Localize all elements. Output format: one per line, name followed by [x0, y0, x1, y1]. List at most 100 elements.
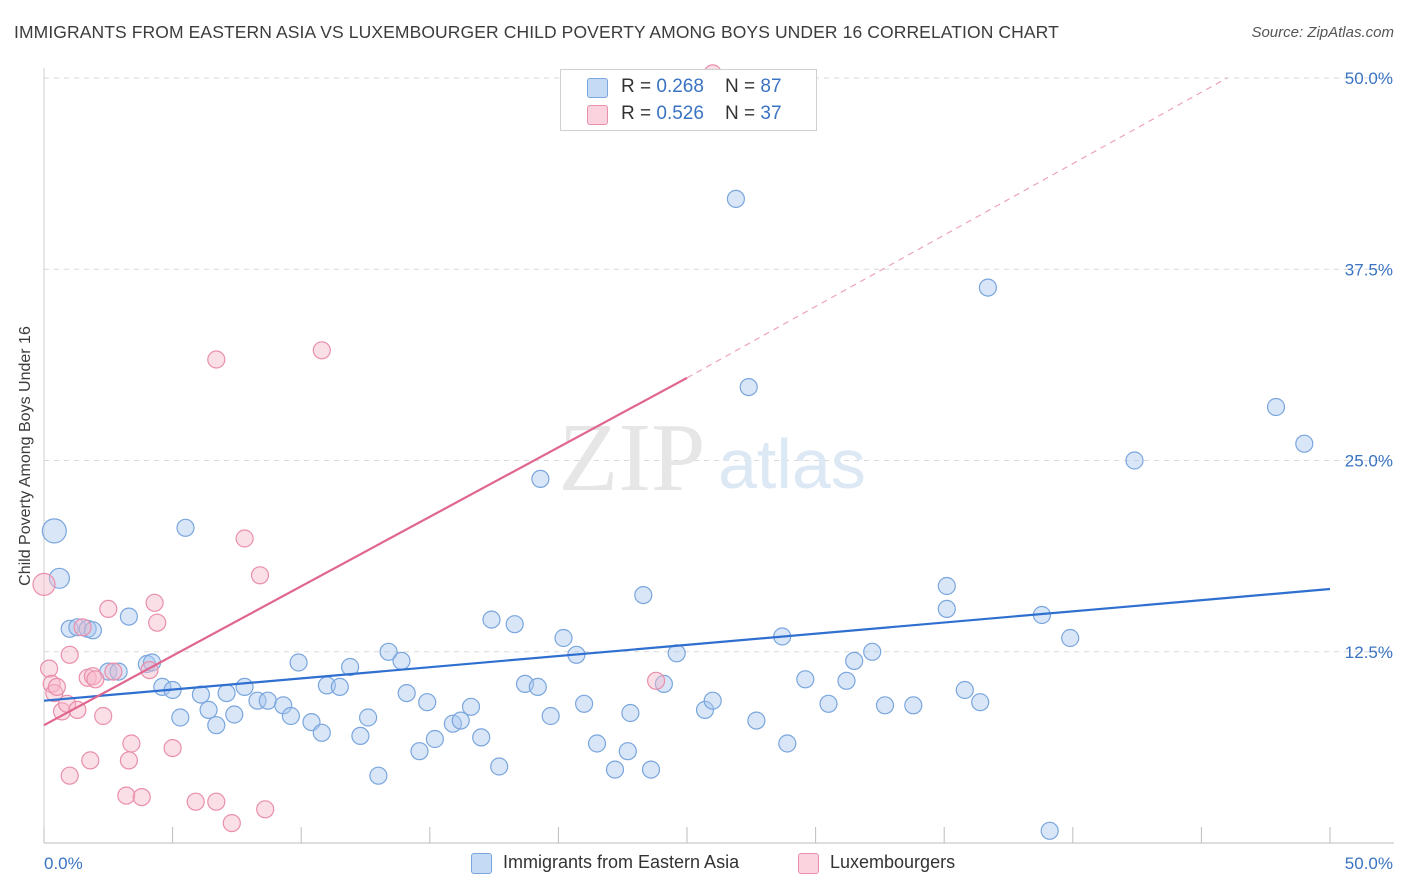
- y-tick-label-1: 25.0%: [1345, 452, 1393, 471]
- luxembourgers-point-17: [104, 662, 123, 681]
- immigrants-point-0: [41, 518, 67, 544]
- luxembourgers-point-26: [186, 792, 205, 811]
- immigrants-point-76: [937, 576, 956, 596]
- luxembourgers-trend-line: [43, 376, 688, 727]
- immigrants-point-82: [1040, 821, 1059, 840]
- luxembourgers-point-19: [119, 751, 138, 770]
- y-axis-title: Child Poverty Among Boys Under 16: [17, 326, 34, 586]
- immigrants-point-42: [461, 697, 481, 716]
- immigrants-point-18: [217, 683, 236, 703]
- series-luxembourgers-points: [32, 64, 722, 833]
- immigrants-point-64: [726, 189, 746, 208]
- immigrants-point-80: [978, 278, 998, 297]
- luxembourgers-point-12: [81, 751, 100, 770]
- legend-n-luxembourgers: 37: [760, 103, 782, 124]
- series-immigrants-points: [41, 189, 1314, 840]
- immigrants-point-68: [778, 734, 797, 753]
- watermark-zip: ZIP: [559, 404, 706, 512]
- luxembourgers-point-16: [99, 599, 118, 619]
- grid-lines: [44, 77, 1394, 653]
- immigrants-point-31: [351, 726, 370, 746]
- luxembourgers-point-10: [73, 618, 92, 637]
- immigrants-point-56: [621, 703, 640, 723]
- immigrants-point-77: [937, 599, 956, 619]
- luxembourgers-point-0: [32, 572, 56, 597]
- immigrants-point-73: [863, 642, 882, 661]
- luxembourgers-point-34: [646, 671, 666, 690]
- legend-n-immigrants: 87: [760, 76, 782, 97]
- immigrants-point-37: [410, 742, 429, 761]
- immigrants-point-74: [875, 696, 895, 715]
- y-axis-title-wrap: Child Poverty Among Boys Under 16: [6, 296, 46, 616]
- legend-r-immigrants: 0.268: [656, 76, 704, 97]
- immigrants-point-16: [199, 700, 218, 720]
- immigrants-point-25: [289, 653, 308, 672]
- immigrants-point-36: [397, 683, 416, 703]
- x-tick-label-min: 0.0%: [44, 854, 83, 873]
- immigrants-point-84: [1125, 451, 1144, 470]
- immigrants-point-17: [207, 716, 226, 735]
- luxembourgers-point-30: [235, 529, 254, 548]
- luxembourgers-point-4: [47, 677, 67, 697]
- immigrants-point-33: [369, 766, 388, 785]
- immigrants-point-34: [379, 642, 398, 661]
- bottom-legend-label-luxembourgers: Luxembourgers: [830, 852, 956, 872]
- luxembourgers-point-20: [122, 734, 141, 753]
- immigrants-point-75: [904, 696, 923, 715]
- immigrants-point-55: [605, 760, 625, 779]
- immigrants-point-72: [845, 651, 864, 671]
- watermark: ZIP atlas: [559, 404, 866, 512]
- immigrants-point-8: [119, 607, 138, 626]
- luxembourgers-point-21: [132, 787, 151, 807]
- luxembourgers-point-15: [94, 706, 113, 726]
- immigrants-point-58: [634, 585, 653, 605]
- y-tick-label-2: 37.5%: [1345, 260, 1393, 279]
- bottom-legend-swatch-immigrants: [471, 853, 492, 874]
- luxembourgers-point-18: [117, 786, 136, 805]
- immigrants-point-70: [819, 694, 838, 713]
- legend-swatch-luxembourgers: [587, 105, 608, 125]
- tick-labels: 12.5% 25.0% 37.5% 50.0% 0.0% 50.0%: [44, 69, 1393, 873]
- immigrants-point-50: [541, 706, 560, 726]
- immigrants-point-32: [359, 708, 378, 727]
- immigrants-point-83: [1061, 628, 1080, 648]
- bottom-legend-label-immigrants: Immigrants from Eastern Asia: [503, 852, 740, 872]
- legend-r-luxembourgers: 0.526: [656, 103, 704, 124]
- luxembourgers-point-33: [312, 341, 331, 360]
- immigrants-point-19: [225, 705, 244, 724]
- immigrants-point-66: [747, 711, 766, 730]
- immigrants-trend-line: [43, 587, 1331, 702]
- luxembourgers-point-14: [86, 670, 105, 689]
- immigrants-point-48: [528, 677, 547, 697]
- immigrants-point-78: [955, 680, 974, 700]
- immigrants-point-7: [109, 662, 128, 681]
- x-tick-label-max: 50.0%: [1345, 854, 1393, 873]
- luxembourgers-point-24: [148, 613, 167, 632]
- immigrants-point-51: [554, 628, 573, 648]
- immigrants-point-69: [796, 670, 815, 689]
- luxembourgers-trend-extension: [686, 77, 1228, 379]
- immigrants-point-49: [531, 469, 550, 488]
- immigrants-point-21: [248, 691, 267, 710]
- legend-swatch-immigrants: [587, 78, 608, 98]
- immigrants-point-44: [482, 610, 501, 629]
- immigrants-point-53: [574, 694, 594, 713]
- immigrants-point-86: [1295, 434, 1314, 453]
- immigrants-point-24: [281, 706, 300, 726]
- luxembourgers-point-28: [207, 792, 226, 811]
- immigrants-point-5: [83, 621, 103, 640]
- luxembourgers-point-13: [83, 667, 103, 686]
- source-credit: Source: ZipAtlas.com: [1251, 24, 1394, 41]
- immigrants-point-85: [1266, 397, 1286, 417]
- immigrants-point-41: [451, 711, 470, 730]
- immigrants-point-38: [418, 693, 437, 712]
- luxembourgers-point-8: [60, 645, 79, 664]
- immigrants-point-20: [235, 677, 254, 697]
- legend-text-immigrants: R = 0.268 N = 87: [621, 76, 782, 97]
- y-tick-label-0: 12.5%: [1345, 643, 1393, 662]
- luxembourgers-point-23: [145, 593, 164, 612]
- immigrants-point-29: [330, 677, 349, 697]
- immigrants-point-57: [618, 742, 637, 761]
- legend-text-luxembourgers: R = 0.526 N = 37: [621, 103, 782, 124]
